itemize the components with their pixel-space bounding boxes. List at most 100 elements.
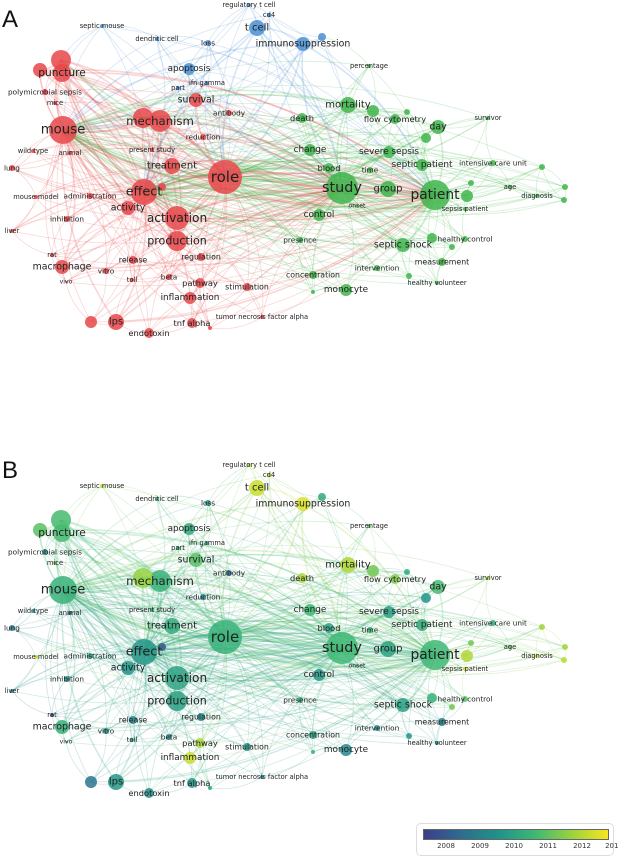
node-survival[interactable]	[189, 93, 203, 107]
node-change[interactable]	[304, 604, 316, 616]
node-regulatory-t-cell[interactable]	[247, 463, 251, 467]
node-t-cell[interactable]	[249, 480, 265, 496]
node-monocyte[interactable]	[340, 744, 352, 756]
node-presence[interactable]	[297, 697, 303, 703]
node-measurement[interactable]	[438, 258, 446, 266]
node-present-study[interactable]	[150, 608, 154, 612]
node-treatment[interactable]	[164, 618, 180, 634]
node-activity[interactable]	[121, 201, 135, 215]
node-regulatory-t-cell[interactable]	[247, 3, 251, 7]
node-antibody[interactable]	[226, 570, 232, 576]
node-healthy-control[interactable]	[462, 236, 468, 242]
node-mechanism[interactable]	[149, 570, 171, 592]
node-rat[interactable]	[50, 713, 54, 717]
node-lps[interactable]	[108, 314, 124, 330]
node-unlabeled[interactable]	[133, 108, 153, 128]
node-activation[interactable]	[165, 666, 189, 690]
node-inflammation[interactable]	[184, 292, 196, 304]
node-present-study[interactable]	[150, 148, 154, 152]
node-beta[interactable]	[166, 734, 172, 740]
node-immunosuppression[interactable]	[296, 497, 310, 511]
node-septic-patient[interactable]	[416, 619, 428, 631]
node-unlabeled[interactable]	[449, 704, 455, 710]
node-patient[interactable]	[420, 180, 450, 210]
node-flow-cytometry[interactable]	[390, 574, 400, 584]
node-reduction[interactable]	[200, 134, 206, 140]
node-unlabeled[interactable]	[561, 657, 567, 663]
node-unlabeled[interactable]	[33, 63, 47, 77]
node-effect[interactable]	[131, 179, 157, 205]
node-healthy-volunteer[interactable]	[435, 281, 439, 285]
node-survivor[interactable]	[486, 576, 490, 580]
node-unlabeled[interactable]	[461, 190, 473, 202]
node-severe-sepsis[interactable]	[383, 146, 395, 158]
node-flow-cytometry[interactable]	[390, 114, 400, 124]
node-septic-shock[interactable]	[396, 698, 410, 712]
node-survivor[interactable]	[486, 116, 490, 120]
node-unlabeled[interactable]	[51, 510, 71, 530]
node-blood[interactable]	[324, 163, 334, 173]
node-pathway[interactable]	[195, 738, 205, 748]
node-monocyte[interactable]	[340, 284, 352, 296]
node-patient[interactable]	[420, 640, 450, 670]
node-unlabeled[interactable]	[318, 33, 326, 41]
node-age[interactable]	[508, 185, 512, 189]
node-regulation[interactable]	[197, 253, 205, 261]
node-vitro[interactable]	[103, 268, 109, 274]
node-unlabeled[interactable]	[468, 640, 474, 646]
node-pathway[interactable]	[195, 278, 205, 288]
node-unlabeled[interactable]	[311, 750, 315, 754]
node-percentage[interactable]	[367, 64, 371, 68]
node-polymicrobial-sepsis[interactable]	[42, 549, 48, 555]
node-day[interactable]	[431, 120, 445, 134]
node-unlabeled[interactable]	[33, 523, 47, 537]
node-severe-sepsis[interactable]	[383, 606, 395, 618]
node-endotoxin[interactable]	[144, 788, 154, 798]
node-apoptosis[interactable]	[183, 523, 195, 535]
node-mouse-model[interactable]	[34, 655, 38, 659]
node-unlabeled[interactable]	[158, 643, 166, 651]
node-unlabeled[interactable]	[85, 316, 97, 328]
node-unlabeled[interactable]	[461, 650, 473, 662]
node-macrophage[interactable]	[55, 260, 69, 274]
node-toll[interactable]	[130, 738, 134, 742]
node-regulation[interactable]	[197, 713, 205, 721]
node-time[interactable]	[367, 167, 373, 173]
node-diagnosis[interactable]	[535, 194, 539, 198]
node-tnf-alpha[interactable]	[187, 318, 197, 328]
node-unlabeled[interactable]	[427, 233, 437, 243]
node-unlabeled[interactable]	[406, 273, 412, 279]
node-animal[interactable]	[68, 611, 72, 615]
node-healthy-volunteer[interactable]	[435, 741, 439, 745]
node-onset[interactable]	[356, 665, 358, 667]
node-cd4[interactable]	[267, 473, 271, 477]
node-unlabeled[interactable]	[561, 197, 567, 203]
node-ifn-gamma[interactable]	[205, 81, 209, 85]
node-liver[interactable]	[10, 229, 14, 233]
node-unlabeled[interactable]	[562, 644, 568, 650]
node-intensive-care-unit[interactable]	[490, 160, 496, 166]
node-septic-shock[interactable]	[396, 238, 410, 252]
node-control[interactable]	[313, 209, 325, 221]
node-unlabeled[interactable]	[406, 733, 412, 739]
node-concentration[interactable]	[309, 731, 317, 739]
node-loss[interactable]	[205, 500, 211, 506]
node-blood[interactable]	[324, 623, 334, 633]
node-vitro[interactable]	[103, 728, 109, 734]
node-vivo[interactable]	[65, 281, 67, 283]
node-immunosuppression[interactable]	[296, 37, 310, 51]
node-sepsis-patient[interactable]	[463, 667, 467, 671]
node-unlabeled[interactable]	[208, 326, 212, 330]
node-mouse[interactable]	[49, 116, 77, 144]
node-inhibition[interactable]	[64, 676, 70, 682]
node-unlabeled[interactable]	[51, 50, 71, 70]
node-unlabeled[interactable]	[85, 776, 97, 788]
node-diagnosis[interactable]	[535, 654, 539, 658]
node-unlabeled[interactable]	[449, 244, 455, 250]
node-survival[interactable]	[189, 553, 203, 567]
node-role[interactable]	[208, 620, 242, 654]
node-unlabeled[interactable]	[539, 624, 545, 630]
node-death[interactable]	[297, 113, 307, 123]
node-stimulation[interactable]	[243, 743, 251, 751]
node-treatment[interactable]	[164, 158, 180, 174]
